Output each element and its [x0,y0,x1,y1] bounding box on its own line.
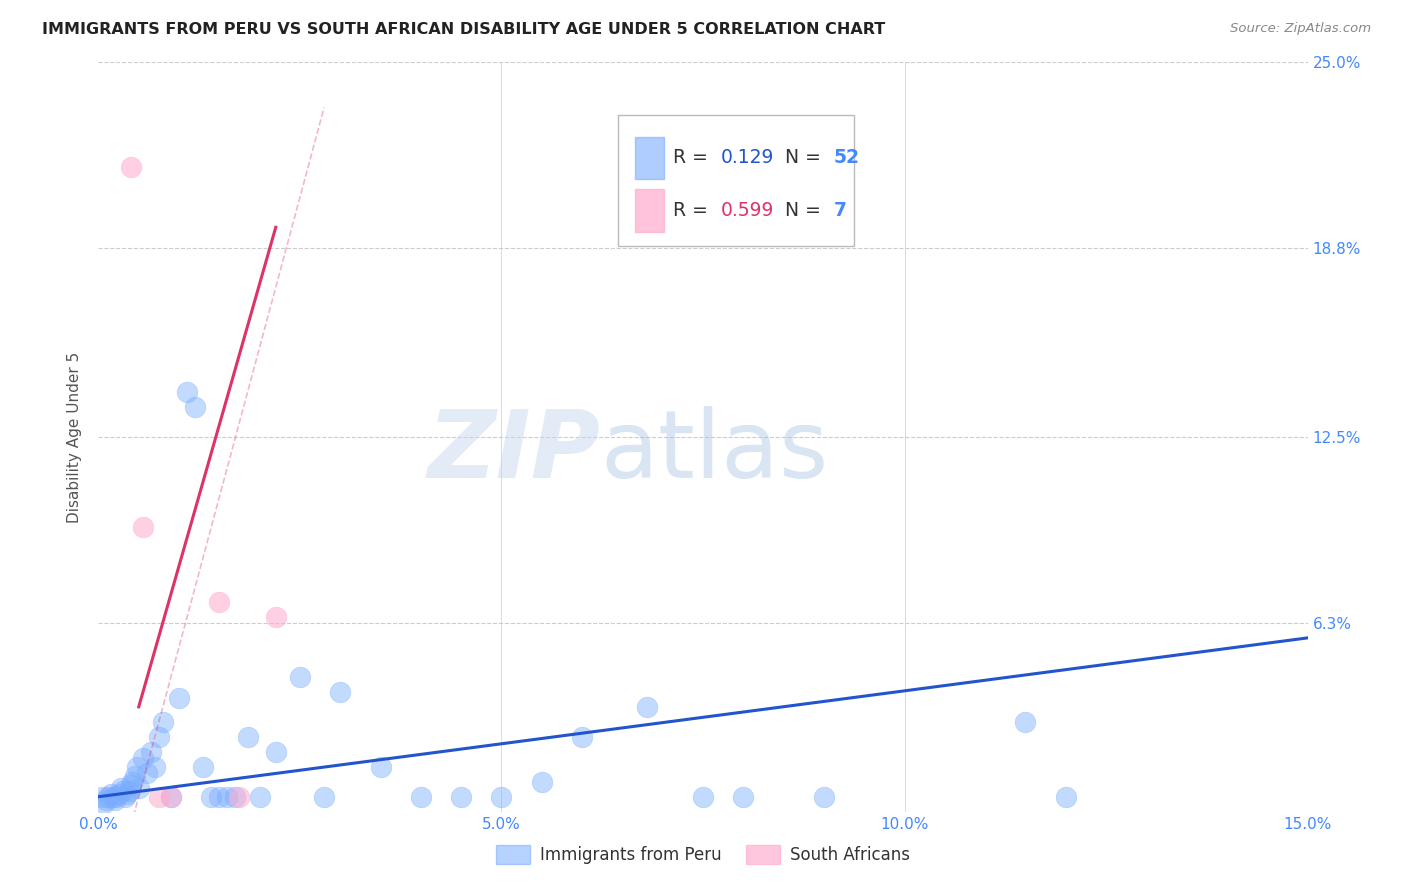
Text: 0.129: 0.129 [721,148,775,167]
Point [115,787,138,801]
Point [176,385,198,400]
Point [128,780,150,795]
Point [370,760,392,774]
Point [636,699,658,714]
Text: 0.599: 0.599 [721,201,775,219]
Point [160,789,183,804]
Point [111,783,134,797]
Point [94,793,117,807]
Point [571,730,593,744]
Text: N =: N = [785,148,827,167]
Point [224,789,246,804]
Point [143,760,166,774]
Text: N =: N = [785,201,827,219]
Text: atlas: atlas [600,406,828,498]
Point [167,690,190,705]
Point [93,796,115,810]
Point [1014,714,1036,729]
Point [132,520,155,534]
Point [127,760,149,774]
Point [200,789,222,804]
Text: R =: R = [672,201,714,219]
Text: R =: R = [672,148,714,167]
FancyBboxPatch shape [636,136,664,179]
Point [217,789,239,804]
Point [148,730,170,744]
Text: Source: ZipAtlas.com: Source: ZipAtlas.com [1230,22,1371,36]
Text: ZIP: ZIP [427,406,600,498]
Point [184,400,207,414]
Point [97,789,120,804]
Point [264,745,287,759]
Point [733,789,755,804]
Point [152,714,174,729]
Point [120,778,142,792]
Point [124,769,146,783]
Point [288,670,311,684]
Point [100,787,122,801]
Point [121,774,143,789]
Text: IMMIGRANTS FROM PERU VS SOUTH AFRICAN DISABILITY AGE UNDER 5 CORRELATION CHART: IMMIGRANTS FROM PERU VS SOUTH AFRICAN DI… [42,22,886,37]
Point [228,789,250,804]
Point [491,789,513,804]
Point [120,161,142,175]
Point [249,789,271,804]
Point [450,789,472,804]
Point [103,793,125,807]
Point [135,765,157,780]
Point [160,789,183,804]
Point [110,780,132,795]
Point [193,760,215,774]
Point [105,789,128,804]
Text: 7: 7 [834,201,846,219]
Point [264,610,287,624]
Point [692,789,714,804]
FancyBboxPatch shape [619,115,855,246]
Text: 52: 52 [834,148,859,167]
Point [118,783,141,797]
Point [314,789,336,804]
Point [1054,789,1077,804]
Point [208,595,231,609]
Point [101,789,124,804]
Point [139,745,162,759]
Point [208,789,231,804]
Point [530,774,553,789]
Point [236,730,259,744]
Y-axis label: Disability Age Under 5: Disability Age Under 5 [67,351,83,523]
Point [91,789,114,804]
Point [409,789,432,804]
Point [329,685,352,699]
Point [813,789,835,804]
Point [114,789,136,804]
FancyBboxPatch shape [636,189,664,232]
Point [132,751,155,765]
Point [107,787,129,801]
Legend: Immigrants from Peru, South Africans: Immigrants from Peru, South Africans [489,838,917,871]
Point [148,789,170,804]
